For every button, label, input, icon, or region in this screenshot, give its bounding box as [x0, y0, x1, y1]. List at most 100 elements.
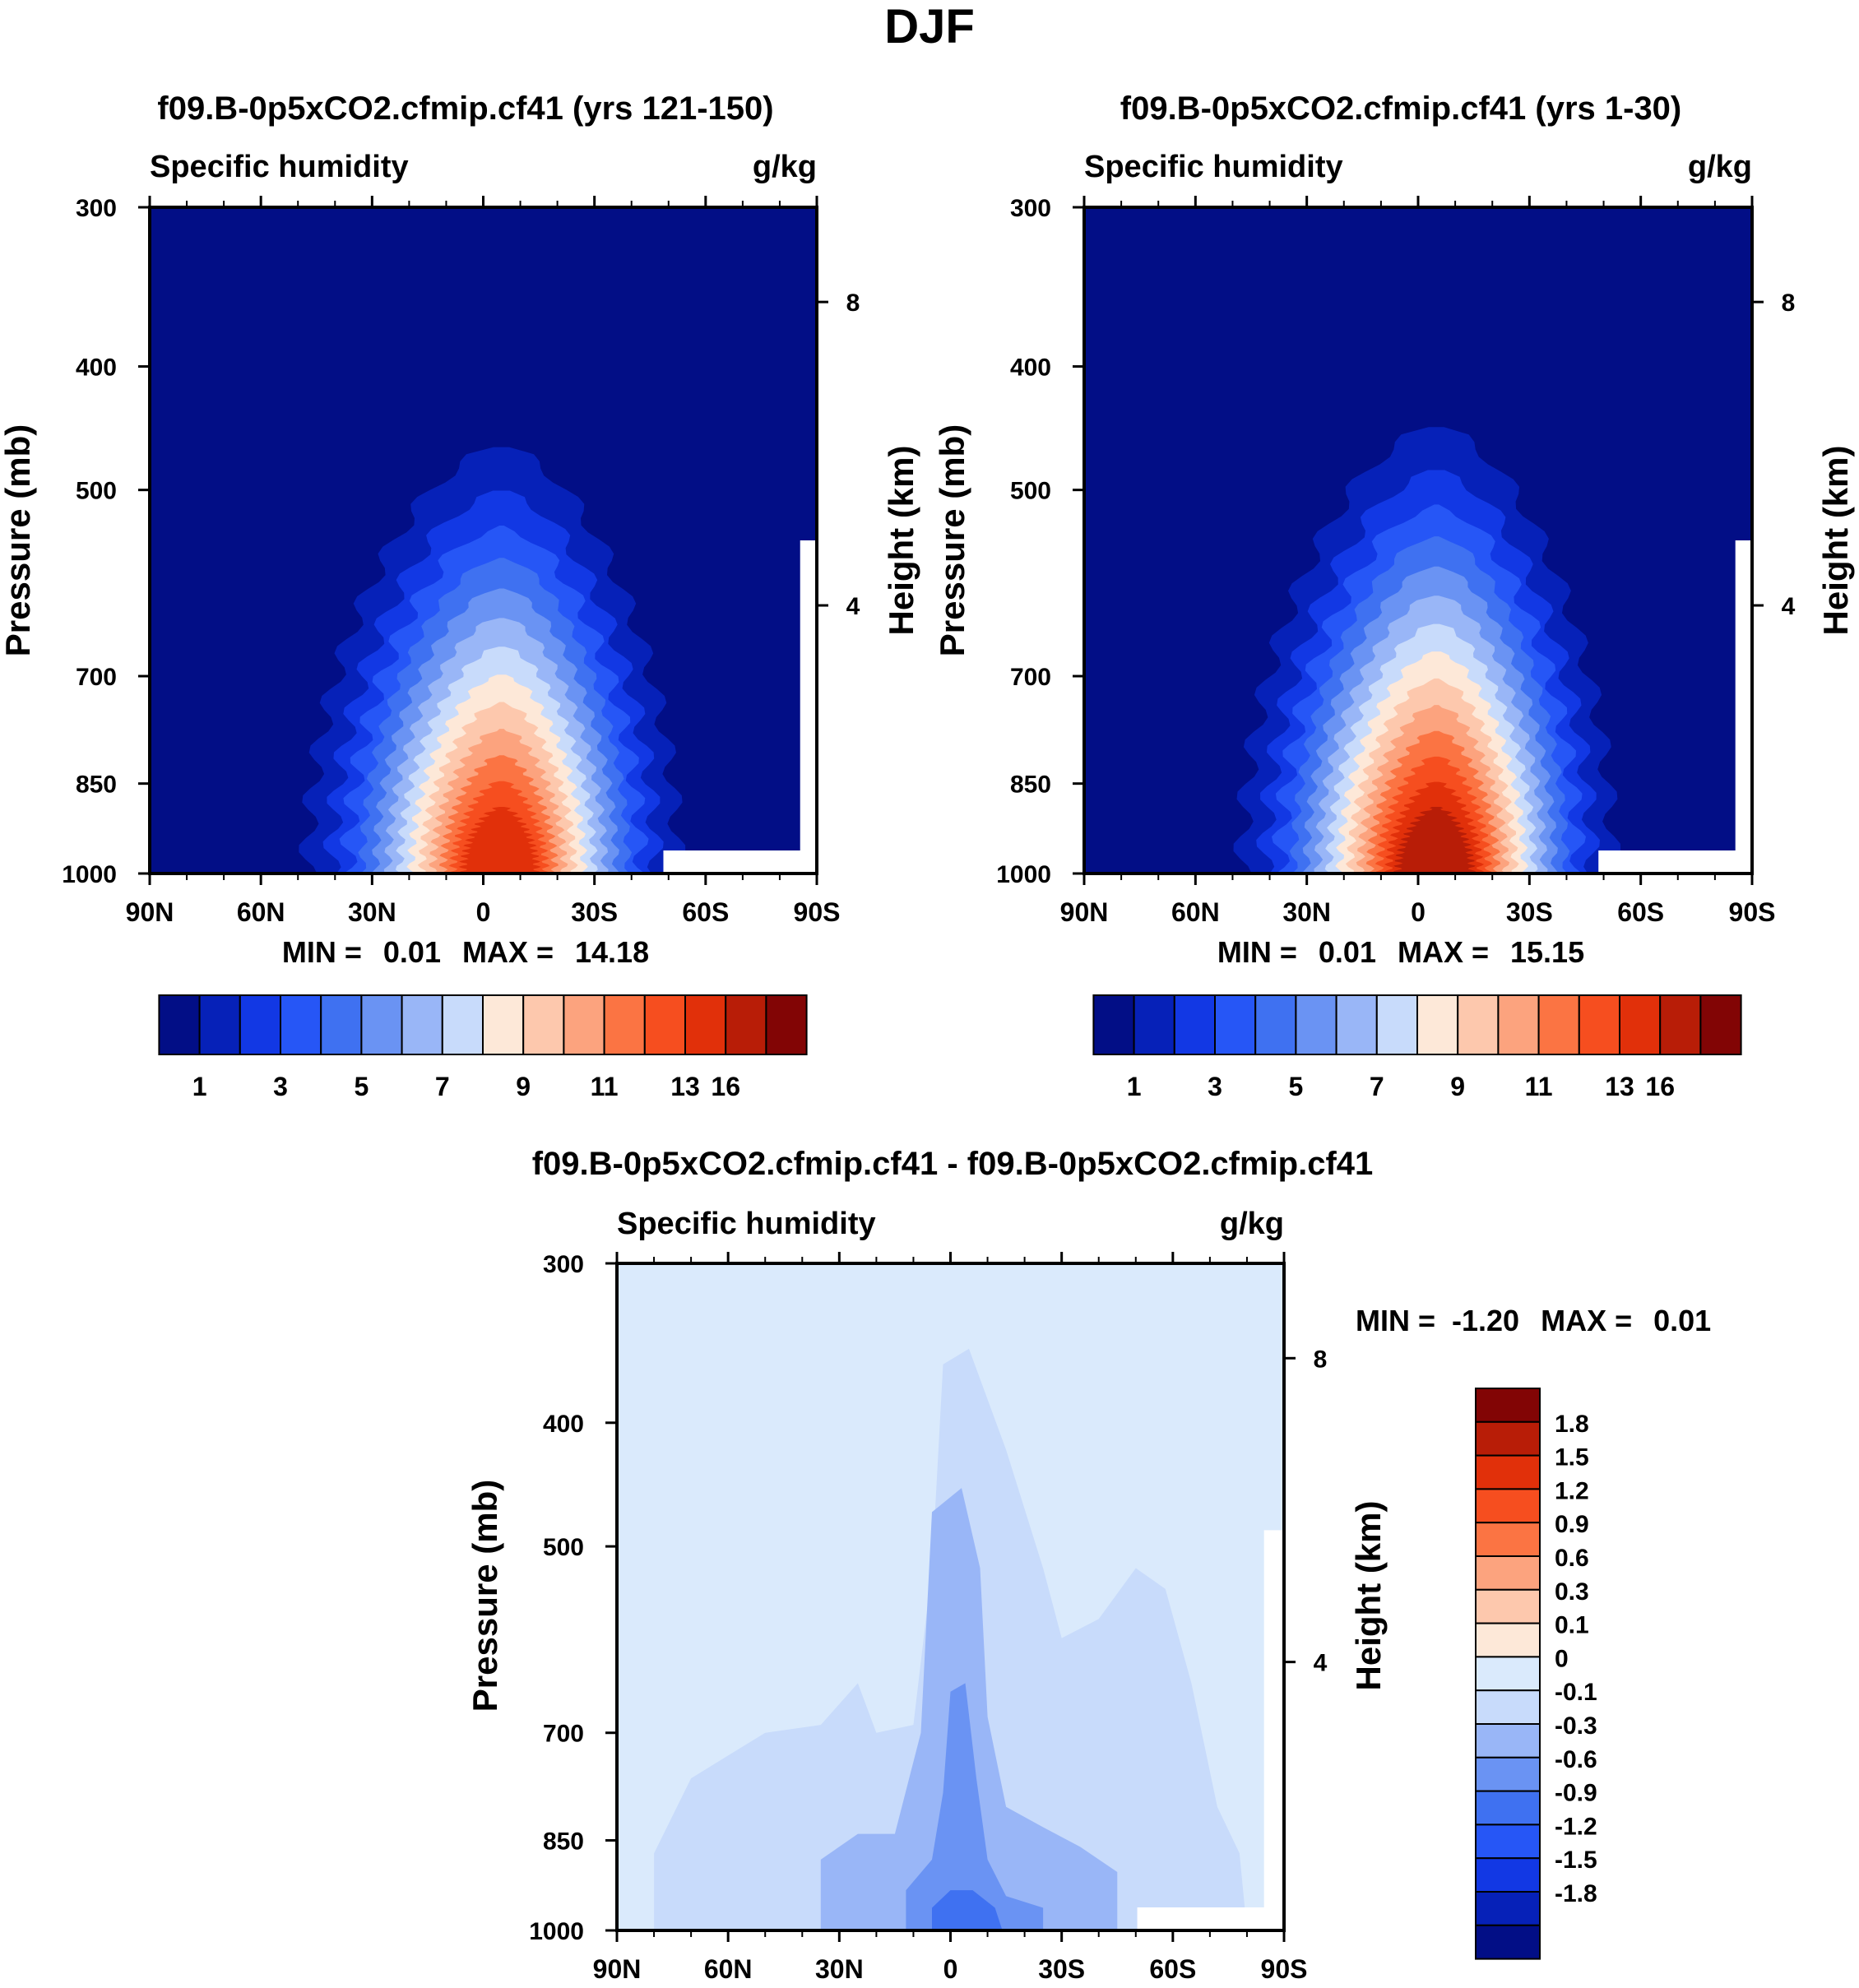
colorbar-box	[1475, 1420, 1541, 1457]
x-tick-label: 90S	[1261, 1954, 1308, 1984]
panel-1-field-label: Specific humidity	[150, 150, 409, 184]
panel-1-max-value: 14.18	[575, 935, 649, 969]
colorbar-box	[1335, 994, 1378, 1055]
colorbar-box	[441, 994, 484, 1055]
colorbar-box	[1457, 994, 1500, 1055]
contour-band-2	[820, 1488, 1118, 1930]
contour-level-14	[1393, 807, 1477, 874]
colorbar-label: 11	[1525, 1072, 1553, 1101]
panel-2-title: f09.B-0p5xCO2.cfmip.cf41 (yrs 1-30)	[1120, 90, 1682, 127]
colorbar-box	[1619, 994, 1662, 1055]
panel-1-min-max: MIN = 0.01 MAX = 14.18	[282, 935, 649, 969]
missing-data	[1263, 1530, 1284, 1930]
colorbar-box	[1475, 1823, 1541, 1860]
panel-1-y2-ticks: 84	[817, 290, 860, 620]
x-tick-label: 30N	[348, 897, 396, 927]
x-tick-label: 60N	[1171, 897, 1220, 927]
colorbar-label: 1	[1127, 1072, 1142, 1101]
colorbar-label: -0.9	[1555, 1780, 1597, 1807]
colorbar-label: 0.6	[1555, 1545, 1589, 1572]
colorbar-box	[1475, 1656, 1541, 1692]
x-tick-label: 0	[476, 897, 491, 927]
y2-tick-label: 8	[1782, 290, 1796, 317]
panel-2-y2-axis-label: Height (km)	[1816, 446, 1855, 636]
missing-data	[1598, 850, 1752, 874]
colorbar-label: 0.1	[1555, 1612, 1589, 1639]
colorbar-label: 0.9	[1555, 1511, 1589, 1538]
y2-tick-label: 8	[846, 290, 860, 317]
colorbar-label: 9	[516, 1072, 531, 1101]
missing-data	[663, 850, 817, 874]
panel-2-max-label: MAX =	[1398, 935, 1489, 969]
y-tick-label: 700	[76, 664, 117, 691]
colorbar-box	[1375, 994, 1419, 1055]
colorbar-label: 7	[435, 1072, 450, 1101]
figure-title: DJF	[884, 0, 975, 53]
colorbar-label: 1	[192, 1072, 207, 1101]
x-tick-label: 60S	[1617, 897, 1664, 927]
colorbar-box	[1475, 1689, 1541, 1725]
colorbar-box	[1475, 1723, 1541, 1759]
colorbar-box	[1173, 994, 1217, 1055]
panel-3-y-axis-label: Pressure (mb)	[466, 1480, 504, 1712]
x-tick-label: 90N	[593, 1954, 642, 1984]
y-tick-label: 850	[543, 1828, 584, 1856]
y-tick-label: 500	[1010, 478, 1051, 505]
colorbar-box	[563, 994, 605, 1055]
colorbar-box	[1416, 994, 1459, 1055]
panel-2-units: g/kg	[1688, 150, 1752, 184]
y2-tick-label: 4	[1314, 1650, 1328, 1677]
panel-2-min-value: 0.01	[1319, 935, 1376, 969]
colorbar-label: 11	[591, 1072, 619, 1101]
y-tick-label: 1000	[996, 861, 1051, 888]
panel-3-max-label: MAX =	[1541, 1304, 1632, 1337]
colorbar-label: 13	[670, 1072, 700, 1101]
y-tick-label: 850	[1010, 772, 1051, 799]
colorbar-box	[765, 994, 808, 1055]
y-tick-label: 500	[543, 1534, 584, 1561]
x-tick-label: 90S	[1729, 897, 1776, 927]
y-tick-label: 850	[76, 772, 117, 799]
x-tick-label: 30S	[571, 897, 618, 927]
panel-2-x-ticks: 90N 60N 30N 0 30S 60S 90S	[1060, 196, 1776, 927]
x-tick-label: 60S	[1149, 1954, 1196, 1984]
colorbar-box	[1475, 1555, 1541, 1591]
panel-2-min-max: MIN = 0.01 MAX = 15.15	[1217, 935, 1584, 969]
colorbar-box	[280, 994, 322, 1055]
colorbar-box	[1475, 1522, 1541, 1557]
colorbar-box	[1497, 994, 1540, 1055]
panel-1-units: g/kg	[753, 150, 817, 184]
y-tick-label: 500	[76, 478, 117, 505]
colorbar-label: 0.3	[1555, 1578, 1589, 1606]
colorbar-label: 1.2	[1555, 1477, 1589, 1504]
x-tick-label: 30S	[1038, 1954, 1085, 1984]
colorbar-box	[643, 994, 686, 1055]
missing-data	[800, 540, 817, 874]
panel-3-title: f09.B-0p5xCO2.cfmip.cf41 - f09.B-0p5xCO2…	[532, 1146, 1374, 1182]
y2-tick-label: 4	[846, 593, 860, 620]
x-tick-label: 90N	[126, 897, 174, 927]
colorbar-box	[1578, 994, 1621, 1055]
panel-1-y2-axis-label: Height (km)	[882, 446, 920, 636]
colorbar-label: -1.8	[1555, 1880, 1597, 1907]
panel-1-min-label: MIN =	[282, 935, 362, 969]
panel-1-y-ticks: 300 400 500 700 850 1000	[62, 195, 150, 888]
colorbar-box	[1475, 1924, 1541, 1960]
colorbar-box	[725, 994, 767, 1055]
colorbar-label: -0.1	[1555, 1679, 1597, 1706]
colorbar-label: -1.5	[1555, 1847, 1597, 1874]
colorbar-box	[239, 994, 281, 1055]
colorbar-label: 1.5	[1555, 1444, 1589, 1471]
colorbar-label: 5	[1289, 1072, 1304, 1101]
x-tick-label: 0	[943, 1954, 958, 1984]
panel-3-field-label: Specific humidity	[617, 1207, 876, 1241]
panel-3-min-value: -1.20	[1452, 1304, 1519, 1337]
panel-2-field-label: Specific humidity	[1084, 150, 1343, 184]
colorbar-box	[684, 994, 727, 1055]
panel-2-colorbar: 1 3 5 7 9 11 13 16	[1092, 994, 1742, 1101]
colorbar-box	[482, 994, 525, 1055]
y2-tick-label: 8	[1314, 1346, 1328, 1373]
colorbar-box	[1475, 1588, 1541, 1624]
panel-1-max-label: MAX =	[462, 935, 554, 969]
